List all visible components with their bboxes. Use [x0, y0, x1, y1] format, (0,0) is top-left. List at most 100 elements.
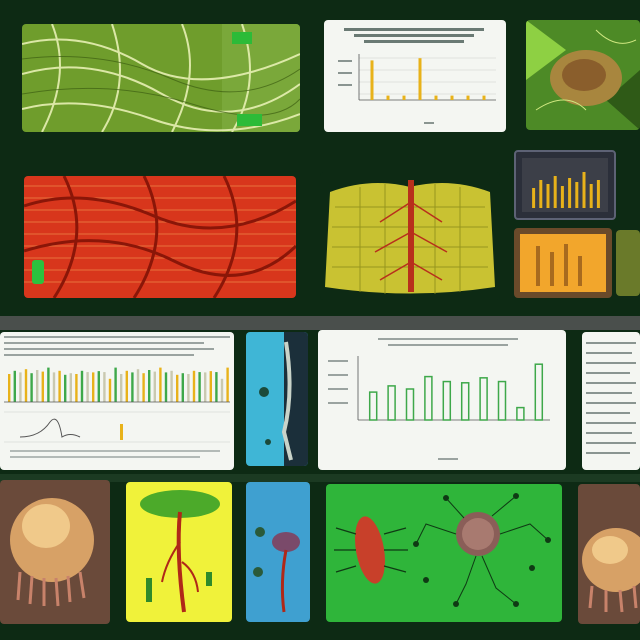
blue-specimen-tile[interactable]	[246, 332, 308, 466]
microbe-diagram-tile[interactable]	[326, 484, 562, 622]
chart-bar	[589, 184, 593, 208]
lower-divider	[0, 474, 640, 482]
chart-bar	[539, 180, 543, 208]
mushroom-plant-tile[interactable]	[126, 482, 232, 622]
leaf-vein-tile[interactable]	[22, 24, 300, 132]
chart-bar	[192, 370, 196, 402]
chart-bar	[148, 370, 151, 402]
jellyfish-icon	[582, 528, 640, 613]
lung-icon	[320, 172, 500, 300]
red-vascular-tile[interactable]	[24, 176, 296, 298]
chart-bar	[402, 95, 406, 100]
bar-chart-yellow-tile[interactable]	[324, 20, 506, 132]
chart-bar	[114, 367, 117, 402]
chart-bars	[532, 172, 600, 208]
chart-bar	[220, 378, 224, 402]
chart-bar	[47, 367, 50, 402]
chart-bar	[434, 95, 438, 100]
data-sheet-large-tile[interactable]	[0, 332, 234, 470]
spreadsheet-icon	[586, 342, 636, 454]
chart-bar	[136, 369, 140, 402]
specimen-icon	[259, 332, 308, 466]
chart-bar	[450, 95, 454, 100]
chart-bar	[181, 373, 184, 402]
chart-bar	[386, 95, 390, 100]
jellyfish-specimen-right-tile[interactable]	[578, 484, 640, 624]
chart-bar	[52, 372, 56, 402]
yellow-lung-tile[interactable]	[320, 172, 500, 300]
chart-bar	[125, 370, 128, 402]
chart-bar	[97, 371, 100, 402]
chart-bar	[142, 373, 145, 402]
chart-bar	[153, 371, 156, 402]
chart-bar	[170, 370, 173, 402]
chart-bar	[516, 406, 525, 421]
plant-icon	[140, 490, 220, 613]
chart-bar	[24, 369, 28, 402]
chart-bar	[226, 367, 229, 402]
data-sheet-right-tile[interactable]	[582, 332, 640, 470]
jellyfish-icon	[10, 498, 94, 607]
chart-bar	[64, 374, 67, 402]
green-organism-tile[interactable]	[526, 20, 640, 130]
chart-bar	[479, 377, 488, 421]
chart-bar	[30, 373, 33, 402]
chart-bar	[424, 375, 433, 421]
chart-bar	[41, 371, 44, 402]
bar-chart-yellow	[338, 28, 496, 124]
chart-bar	[159, 367, 162, 402]
bar-chart-icon	[328, 338, 550, 460]
blue-plant-tile[interactable]	[246, 482, 310, 622]
monitor-icon	[522, 158, 608, 212]
chart-bar	[575, 182, 579, 208]
chart-bar	[58, 370, 61, 402]
chart-bar	[198, 372, 201, 402]
chart-bar	[187, 374, 190, 402]
chart-bar	[75, 374, 78, 402]
organism-icon	[526, 20, 640, 130]
chart-bar	[568, 178, 572, 208]
chart-bar	[36, 370, 39, 402]
bar-chart-icon	[520, 234, 606, 292]
chart-bar	[534, 363, 544, 421]
chart-bars	[368, 363, 544, 421]
chart-bar	[596, 180, 600, 208]
chart-bar	[387, 385, 396, 421]
chart-bar	[8, 374, 11, 402]
chart-bar	[69, 373, 72, 402]
chart-bar	[13, 370, 16, 402]
jellyfish-specimen-tile[interactable]	[0, 480, 110, 624]
chart-bar	[560, 186, 564, 208]
chart-bar	[86, 372, 89, 402]
monitor-chart-tile[interactable]	[514, 150, 616, 220]
chart-bar	[442, 380, 452, 421]
chart-bar	[108, 378, 112, 402]
green-bar-chart-tile[interactable]	[318, 330, 566, 470]
chart-bar	[466, 95, 470, 100]
chart-bar	[582, 172, 586, 208]
orange-edge-tile	[616, 230, 640, 296]
vascular-icon	[24, 176, 296, 298]
chart-bar	[215, 372, 218, 402]
chart-bar	[368, 391, 378, 421]
chart-bar	[546, 184, 550, 208]
shelf-divider	[0, 316, 640, 330]
chart-bar	[532, 188, 536, 208]
chart-bar	[103, 372, 106, 402]
chart-bar	[131, 372, 134, 402]
chart-bar	[92, 372, 95, 402]
chart-bars	[8, 367, 229, 402]
chart-bar	[370, 60, 374, 100]
microbe-icon	[334, 493, 551, 607]
chart-bar	[164, 372, 168, 402]
leaf-vein-icon	[22, 24, 300, 132]
chart-bar	[209, 371, 212, 402]
orange-chart-tile[interactable]	[514, 228, 612, 298]
plant-icon	[253, 527, 300, 613]
chart-bar	[19, 372, 22, 402]
chart-bar	[204, 372, 207, 402]
chart-bar	[80, 370, 84, 402]
chart-bars	[370, 58, 486, 100]
chart-bar	[418, 58, 422, 100]
chart-bar	[405, 388, 415, 421]
